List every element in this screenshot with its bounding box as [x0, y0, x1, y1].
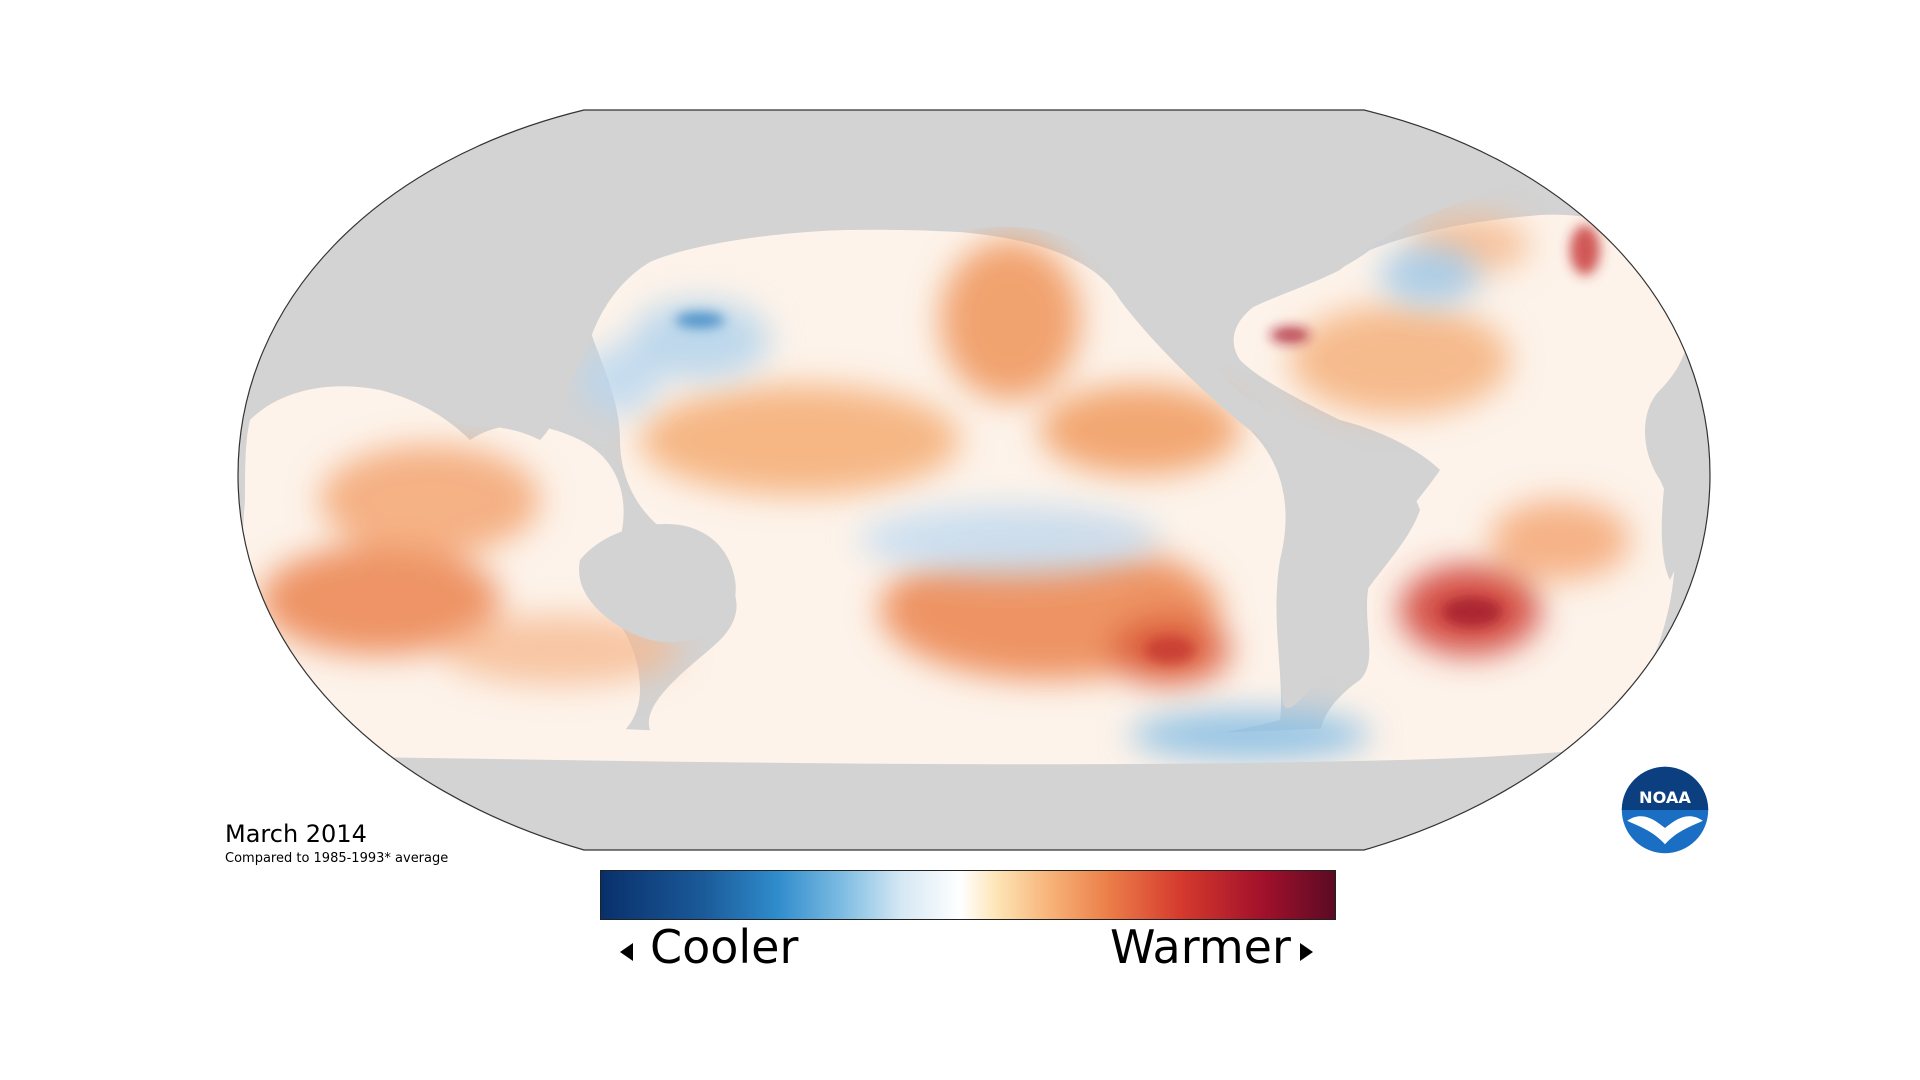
left-arrow-icon — [620, 943, 633, 961]
anomaly-warm-fields — [260, 217, 1630, 685]
right-arrow-icon — [1300, 943, 1313, 961]
land-antarctica — [238, 735, 1710, 850]
noaa-logo-icon: NOAA — [1621, 766, 1709, 854]
map-title: March 2014 — [225, 820, 367, 848]
globe-outline — [237, 109, 1711, 851]
land-asia-europe — [238, 110, 960, 440]
land-americas — [960, 110, 1600, 708]
noaa-logo-text: NOAA — [1639, 788, 1691, 807]
anomaly-strong-fields — [675, 225, 1600, 664]
land-australia — [579, 524, 736, 643]
map-subtitle: Compared to 1985-1993* average — [225, 851, 449, 866]
colorbar-warmer-label: Warmer — [1110, 920, 1291, 974]
land-masses — [238, 110, 1710, 850]
temperature-colorbar — [600, 870, 1336, 920]
colorbar-cooler-label: Cooler — [650, 920, 799, 974]
anomaly-cool-fields — [580, 245, 1480, 760]
